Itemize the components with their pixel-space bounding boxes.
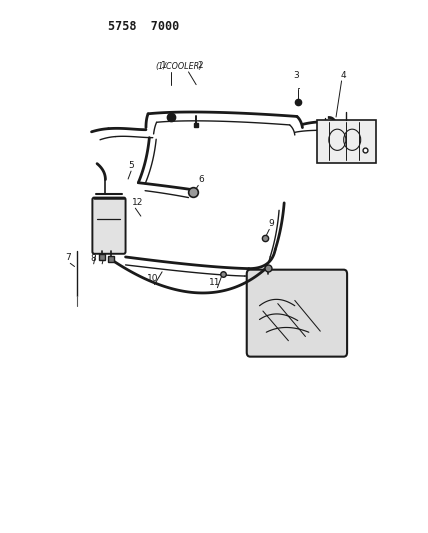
Text: (1/COOLER): (1/COOLER) — [155, 62, 203, 71]
Text: 1: 1 — [160, 61, 166, 70]
Text: 6: 6 — [198, 175, 204, 184]
Text: 4: 4 — [341, 71, 347, 80]
Text: 2: 2 — [198, 61, 203, 70]
Text: 11: 11 — [209, 278, 220, 287]
Text: 5: 5 — [128, 161, 134, 170]
Text: 8: 8 — [90, 254, 96, 263]
Text: 5758  7000: 5758 7000 — [108, 20, 179, 33]
Bar — [317, 119, 376, 163]
FancyBboxPatch shape — [247, 270, 347, 357]
Text: 3: 3 — [293, 71, 299, 80]
Text: 9: 9 — [98, 254, 104, 263]
Text: 10: 10 — [147, 274, 159, 284]
FancyBboxPatch shape — [92, 198, 125, 254]
Text: 12: 12 — [132, 198, 144, 207]
Text: 7: 7 — [66, 253, 71, 262]
Text: 9: 9 — [268, 219, 274, 228]
